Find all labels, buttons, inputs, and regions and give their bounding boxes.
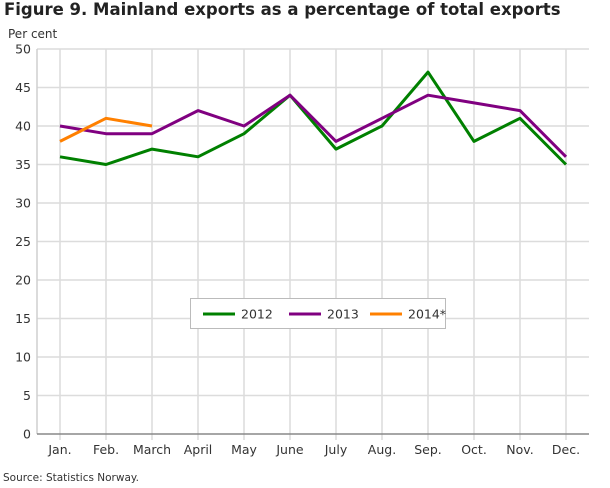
x-tick-label: Jan. xyxy=(47,442,71,457)
x-tick-label: March xyxy=(133,442,171,457)
y-tick-label: 50 xyxy=(15,42,31,57)
y-tick-label: 0 xyxy=(23,427,31,442)
x-tick-label: Aug. xyxy=(368,442,396,457)
source-note: Source: Statistics Norway. xyxy=(3,472,139,484)
series-line-2014 xyxy=(59,116,153,143)
x-tick-label: Feb. xyxy=(93,442,119,457)
x-tick-label: June xyxy=(275,442,304,457)
x-tick-label: Sep. xyxy=(414,442,442,457)
legend-label: 2012 xyxy=(241,307,273,322)
y-tick-label: 40 xyxy=(15,119,31,134)
chart-title: Figure 9. Mainland exports as a percenta… xyxy=(4,0,561,19)
series-line-2013 xyxy=(59,93,568,158)
x-tick-label: Oct. xyxy=(461,442,487,457)
x-tick-label: Nov. xyxy=(506,442,533,457)
y-tick-label: 30 xyxy=(15,196,31,211)
series-line-2012 xyxy=(59,70,568,166)
legend-label: 2013 xyxy=(327,307,359,322)
y-tick-label: 5 xyxy=(23,388,31,403)
x-tick-label: May xyxy=(231,442,257,457)
x-tick-label: Dec. xyxy=(552,442,580,457)
y-tick-label: 25 xyxy=(15,234,31,249)
x-tick-label: July xyxy=(324,442,348,457)
y-tick-label: 45 xyxy=(15,80,31,95)
y-axis-label: Per cent xyxy=(8,27,58,41)
y-tick-label: 20 xyxy=(15,273,31,288)
y-tick-label: 15 xyxy=(15,311,31,326)
y-tick-label: 35 xyxy=(15,157,31,172)
y-tick-label: 10 xyxy=(15,350,31,365)
x-tick-label: April xyxy=(184,442,213,457)
legend-label: 2014* xyxy=(408,307,446,322)
